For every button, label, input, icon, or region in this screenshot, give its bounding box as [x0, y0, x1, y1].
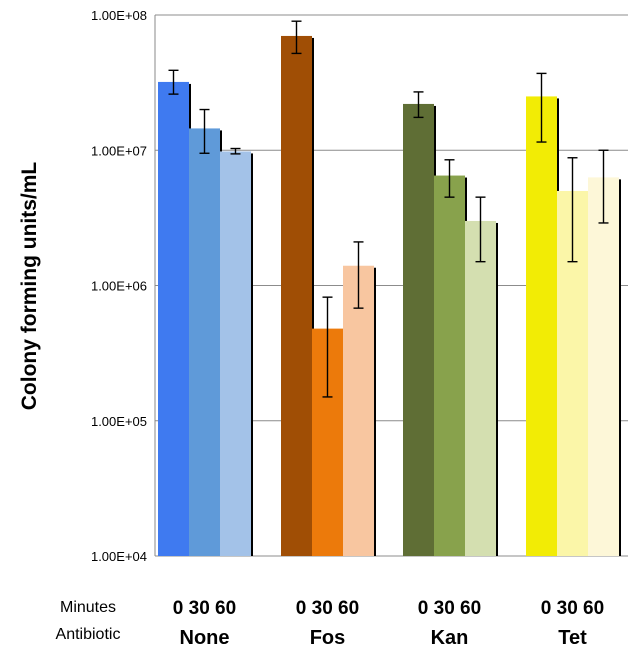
y-tick-label: 1.00E+07: [91, 143, 147, 158]
group-label-tet: Tet: [558, 627, 587, 649]
bar-fos-0: [281, 35, 312, 556]
y-tick-label: 1.00E+06: [91, 279, 147, 294]
minutes-tick-label: 0 30 60: [296, 598, 359, 619]
bar-none-0: [158, 81, 189, 556]
minutes-tick-label: 0 30 60: [173, 598, 236, 619]
bar-none-30: [189, 128, 220, 556]
y-tick-label: 1.00E+04: [91, 549, 147, 564]
group-label-kan: Kan: [431, 627, 469, 649]
y-axis-label: Colony forming units/mL: [18, 162, 41, 411]
bar-fos-60: [343, 265, 374, 556]
minutes-row-label: Minutes: [60, 599, 116, 616]
minutes-tick-label: 0 30 60: [541, 598, 604, 619]
bar-tet-0: [526, 96, 557, 556]
minutes-tick-label: 0 30 60: [418, 598, 481, 619]
y-tick-label: 1.00E+08: [91, 8, 147, 23]
bar-tet-60: [588, 177, 619, 556]
group-label-none: None: [180, 627, 230, 649]
y-tick-label: 1.00E+05: [91, 414, 147, 429]
bar-kan-30: [434, 175, 465, 556]
group-label-fos: Fos: [310, 627, 346, 649]
bar-none-60: [220, 151, 251, 556]
antibiotic-row-label: Antibiotic: [56, 626, 121, 643]
bar-kan-60: [465, 220, 496, 556]
bar-kan-0: [403, 103, 434, 557]
